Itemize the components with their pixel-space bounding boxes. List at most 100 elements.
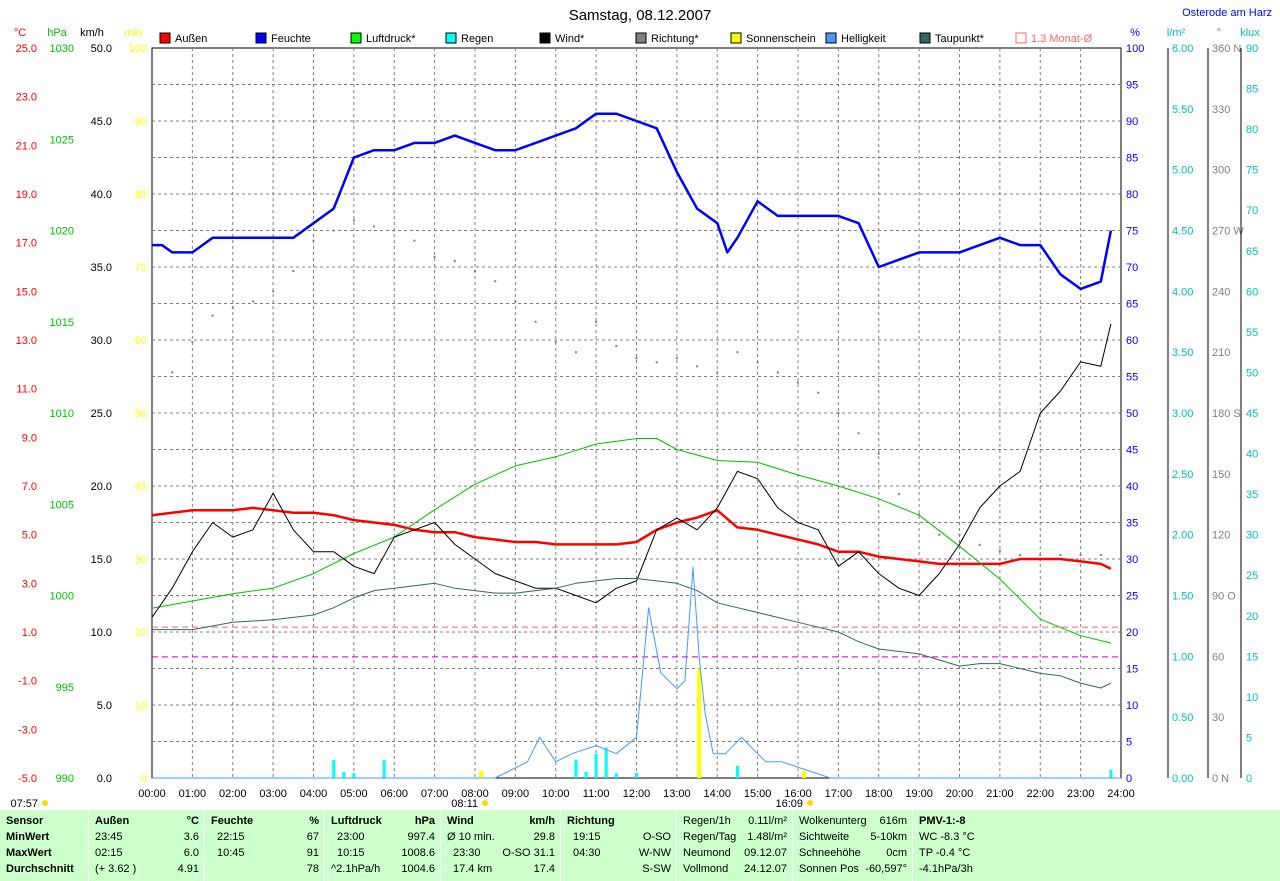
- rain-bar: [635, 773, 638, 778]
- neumond-value: 09.12.07: [744, 847, 787, 859]
- legend-label: Feuchte: [271, 33, 311, 45]
- series-line: [152, 578, 1112, 689]
- direction-point: [857, 432, 860, 435]
- right-axis-tick: 2.00: [1172, 530, 1193, 542]
- direction-point: [998, 549, 1001, 552]
- legend: Außen Feuchte Luftdruck* Regen Wind* Richtung…: [159, 32, 1093, 45]
- aussen-min-value: 3.6: [183, 831, 199, 843]
- direction-point: [978, 543, 981, 546]
- vollmond-value: 24.12.07: [744, 863, 787, 875]
- wind-max-time: 23:30: [453, 847, 481, 859]
- direction-point: [1059, 553, 1062, 556]
- feuchte-avg-value: 78: [306, 863, 319, 875]
- right-axis-tick: 6.00: [1172, 43, 1193, 55]
- right-axis-tick: 25: [1126, 591, 1138, 603]
- left-axis-tick: 20: [135, 627, 147, 639]
- feuchte-min-time: 22:15: [217, 831, 245, 843]
- left-axis-tick: -5.0: [18, 773, 37, 785]
- location-label: Osterode am Harz: [1182, 7, 1272, 19]
- right-axis-tick: 50: [1126, 408, 1138, 420]
- direction-point: [877, 452, 880, 455]
- right-axis-tick: 3.00: [1172, 408, 1193, 420]
- right-axis-tick: 0.00: [1172, 773, 1193, 785]
- schneehoehe-value: 0cm: [886, 847, 907, 859]
- direction-point: [534, 320, 537, 323]
- left-axis-tick: 1000: [50, 591, 74, 603]
- direction-point: [595, 320, 598, 323]
- left-axis-tick: 3.0: [22, 578, 37, 590]
- feuchte-max-time: 10:45: [217, 847, 245, 859]
- left-axis-tick: 100: [129, 43, 147, 55]
- left-axis-tick: 1015: [50, 317, 74, 329]
- direction-point: [171, 371, 174, 374]
- luftdruck-max-value: 1008.6: [401, 847, 435, 859]
- x-tick-label: 01:00: [179, 788, 207, 800]
- right-axis-tick: 55: [1126, 372, 1138, 384]
- rain-bar: [352, 773, 356, 778]
- weather-chart: 00:00 01:00 02:00 03:00 04:00 05:00 06:00 07:00…: [10, 7, 1272, 810]
- direction-point: [675, 357, 678, 360]
- x-tick-label: 13:00: [663, 788, 691, 800]
- right-axis-tick: 85: [1126, 153, 1138, 165]
- right-axis-tick: 0.50: [1172, 712, 1193, 724]
- right-axis-tick: 70: [1126, 262, 1138, 274]
- taupunkt-value: TP -0.4 °C: [919, 847, 971, 859]
- left-axis-tick: 15.0: [16, 286, 37, 298]
- direction-point: [574, 351, 577, 354]
- rain-bar: [574, 759, 578, 778]
- right-axis-tick: 20: [1246, 611, 1258, 623]
- x-tick-label: 22:00: [1026, 788, 1054, 800]
- direction-point: [897, 493, 900, 496]
- left-axis-tick: 9.0: [22, 432, 37, 444]
- x-tick-label: 05:00: [340, 788, 368, 800]
- right-axis-tick: 75: [1246, 165, 1258, 177]
- right-axis-unit: %: [1130, 27, 1140, 39]
- right-axis-tick: 5.50: [1172, 104, 1193, 116]
- legend-label: Sonnenschein: [746, 33, 816, 45]
- row-label-sensor: Sensor: [6, 815, 44, 827]
- right-axis-tick: 1.50: [1172, 591, 1193, 603]
- x-tick-label: 06:00: [380, 788, 408, 800]
- right-axis-tick: 35: [1246, 489, 1258, 501]
- sun-marker-label: 08:11: [451, 798, 478, 810]
- right-axis-tick: 4.00: [1172, 286, 1193, 298]
- direction-point: [352, 219, 355, 222]
- right-axis-unit: klux: [1240, 27, 1260, 39]
- series-line: [152, 112, 1113, 291]
- aussen-avg-value: 4.91: [177, 863, 199, 875]
- right-axis-tick: 2.50: [1172, 469, 1193, 481]
- left-axis-tick: 10: [135, 700, 147, 712]
- left-axis-tick: 20.0: [91, 481, 112, 493]
- legend-label: Luftdruck*: [366, 33, 416, 45]
- wind-header: Wind: [447, 815, 474, 827]
- stats-wind: Wind km/h Ø 10 min. 29.8 23:30 O-SO 31.1 17…: [440, 810, 561, 881]
- rain-bar: [342, 771, 346, 778]
- sun-marker-icon: [482, 800, 488, 806]
- feuchte-header: Feuchte: [211, 815, 254, 827]
- richtung-avg-value: S-SW: [642, 863, 671, 875]
- right-axis-tick: 30: [1126, 554, 1138, 566]
- series-line: [151, 323, 1112, 618]
- x-tick-label: 14:00: [703, 788, 731, 800]
- right-axis-tick: 45: [1246, 408, 1258, 420]
- direction-point: [373, 225, 376, 228]
- right-axis-tick: 25: [1246, 570, 1258, 582]
- series: [151, 112, 1121, 779]
- left-axis-tick: 990: [56, 773, 74, 785]
- right-axis-tick: 35: [1126, 518, 1138, 530]
- wind-avg-10min: 29.8: [533, 831, 555, 843]
- legend-label: Taupunkt*: [935, 33, 985, 45]
- aussen-max-value: 6.0: [183, 847, 199, 859]
- x-tick-label: 20:00: [946, 788, 974, 800]
- direction-point: [716, 371, 719, 374]
- direction-point: [494, 280, 497, 283]
- rain-bar: [614, 773, 618, 778]
- legend-swatch: [635, 32, 647, 44]
- x-tick-label: 17:00: [825, 788, 853, 800]
- feuchte-min-value: 67: [306, 831, 319, 843]
- right-axis-tick: 45: [1126, 445, 1138, 457]
- richtung-max-time: 04:30: [573, 847, 601, 859]
- wind-distance: 17.4 km: [453, 863, 493, 875]
- right-axis-tick: 10: [1126, 700, 1138, 712]
- sonnenpos-label: Sonnen Pos: [799, 863, 859, 875]
